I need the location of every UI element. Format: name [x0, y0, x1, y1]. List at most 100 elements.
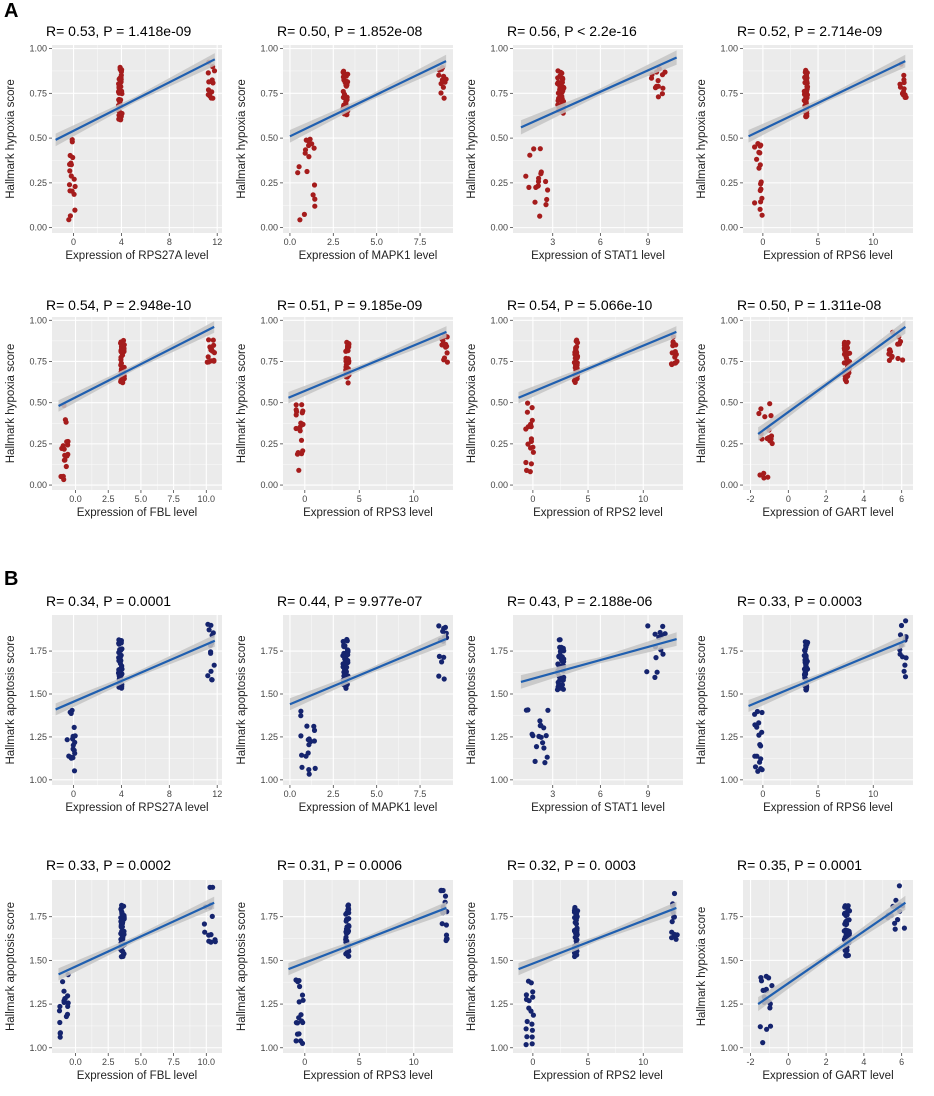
data-point	[311, 145, 317, 151]
data-point	[757, 1024, 763, 1030]
data-point	[531, 146, 537, 152]
data-point	[345, 380, 351, 386]
scatter-plot-15: 1.00 1.25 1.50 1.75 0 5 10 R= 0.32, P = 0. 0003…	[466, 857, 683, 1082]
x-tick-label: -2	[747, 1057, 755, 1067]
data-point	[767, 401, 773, 407]
data-point	[752, 753, 758, 759]
x-tick-label: 4	[861, 494, 866, 504]
x-tick-label: 10	[409, 1057, 419, 1067]
y-axis-label: Hallmark apoptosis score	[5, 635, 17, 764]
data-point	[436, 72, 442, 78]
data-point	[65, 1000, 71, 1006]
y-axis-label: Hallmark hypoxia score	[5, 79, 17, 199]
x-axis-label: Expression of MAPK1 level	[299, 802, 438, 814]
data-point	[769, 983, 775, 989]
data-point	[70, 755, 76, 761]
y-tick-label: 1.50	[260, 689, 278, 699]
data-point	[70, 154, 76, 161]
scatter-plot-16: 1.00 1.25 1.50 1.75 -2 0 2 4 6 R= 0.35, P = 0.000…	[696, 857, 913, 1082]
plot-background	[513, 317, 683, 490]
x-axis-label: Expression of FBL level	[77, 507, 197, 519]
x-axis-label: Expression of RPS6 level	[763, 802, 893, 814]
y-tick-label: 0.50	[29, 398, 47, 408]
data-point	[841, 360, 847, 366]
data-point	[572, 928, 578, 934]
data-point	[436, 623, 442, 629]
data-point	[67, 168, 73, 174]
plot-title: R= 0.50, P = 1.852e-08	[277, 23, 423, 39]
data-point	[208, 668, 214, 674]
data-point	[116, 667, 122, 673]
data-point	[441, 355, 448, 361]
data-point	[293, 1038, 299, 1044]
data-point	[206, 932, 212, 938]
y-tick-label: 0.25	[490, 178, 508, 188]
x-axis-label: Expression of RPS2 level	[533, 1070, 663, 1082]
data-point	[529, 405, 535, 411]
data-point	[201, 921, 207, 927]
data-point	[72, 183, 78, 190]
data-point	[71, 768, 78, 774]
scatter-plot-5: 0.00 0.25 0.50 0.75 1.00 0.0 2.5 5.0 7.5 10.0 R= 0…	[5, 297, 222, 519]
scatter-plot-1: 0.00 0.25 0.50 0.75 1.00 0 4 8 12 R= 0.53, P = 1.…	[5, 23, 222, 262]
y-tick-label: 0.00	[260, 480, 278, 490]
x-tick-label: 5	[586, 494, 591, 504]
y-tick-label: 0.75	[490, 356, 508, 366]
data-point	[61, 988, 67, 994]
data-point	[844, 953, 850, 959]
y-tick-label: 1.25	[720, 999, 738, 1009]
data-point	[71, 176, 77, 182]
data-point	[655, 78, 661, 84]
data-point	[560, 646, 566, 653]
data-point	[846, 930, 852, 937]
x-tick-label: 5.0	[370, 237, 383, 247]
data-point	[340, 74, 346, 80]
data-point	[340, 638, 346, 645]
data-point	[443, 922, 449, 928]
data-point	[556, 637, 562, 643]
data-point	[645, 623, 651, 629]
data-point	[119, 924, 125, 930]
data-point	[298, 733, 304, 739]
y-tick-label: 1.50	[490, 689, 508, 699]
data-point	[436, 653, 442, 660]
data-point	[211, 342, 217, 348]
data-point	[440, 887, 446, 894]
x-axis-label: Expression of MAPK1 level	[299, 250, 438, 262]
data-point	[655, 94, 662, 100]
data-point	[758, 179, 764, 185]
y-tick-label: 0.75	[29, 356, 47, 366]
data-point	[572, 934, 578, 940]
scatter-plot-3: 0.00 0.25 0.50 0.75 1.00 3 6 9 R= 0.56, P < 2.2e…	[466, 23, 683, 262]
data-point	[206, 92, 213, 98]
y-tick-label: 1.00	[720, 315, 738, 325]
data-point	[560, 75, 566, 81]
scatter-plot-9: 1.00 1.25 1.50 1.75 0 4 8 12 R= 0.34, P = 0.0001…	[5, 593, 222, 814]
x-tick-label: 12	[212, 237, 222, 247]
data-point	[895, 341, 901, 347]
data-point	[897, 632, 904, 638]
x-tick-label: 2	[824, 494, 829, 504]
y-tick-label: 0.25	[490, 439, 508, 449]
data-point	[211, 357, 217, 363]
x-tick-label: 5.0	[370, 789, 383, 799]
y-tick-label: 1.00	[490, 315, 508, 325]
plot-title: R= 0.53, P = 1.418e-09	[46, 23, 192, 39]
x-tick-label: 0	[786, 494, 791, 504]
data-point	[802, 648, 808, 654]
data-point	[767, 1005, 773, 1011]
data-point	[443, 341, 449, 347]
y-tick-label: 1.75	[260, 646, 278, 656]
y-tick-label: 1.75	[29, 912, 47, 922]
data-point	[311, 723, 317, 730]
data-point	[304, 723, 310, 729]
y-axis-label: Hallmark apoptosis score	[5, 902, 17, 1031]
y-tick-label: 1.75	[260, 912, 278, 922]
data-point	[294, 1020, 301, 1026]
y-tick-label: 1.00	[29, 775, 47, 785]
y-axis-label: Hallmark hypoxia score	[236, 79, 248, 199]
x-tick-label: 5.0	[135, 1057, 148, 1067]
y-tick-label: 1.00	[490, 1043, 508, 1053]
data-point	[343, 926, 350, 932]
y-axis-label: Hallmark apoptosis score	[696, 635, 708, 764]
